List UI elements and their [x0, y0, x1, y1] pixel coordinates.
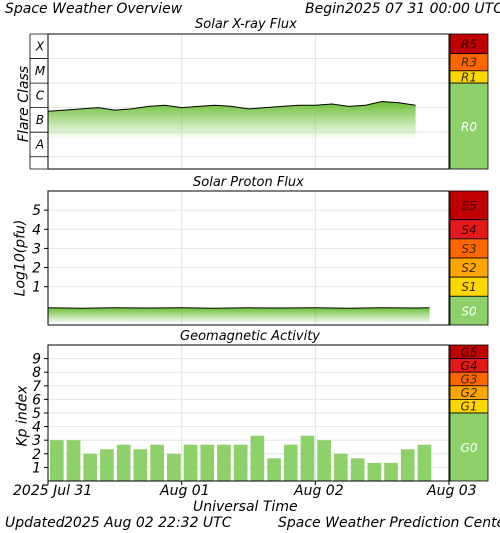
kp-bar	[183, 444, 198, 481]
proton-ytick-1: 1	[32, 280, 41, 296]
kp-bar	[100, 449, 114, 481]
flare-class-x: X	[35, 39, 45, 53]
proton-ytick-3: 3	[32, 241, 41, 257]
kp-ytick-1: 1	[32, 460, 41, 476]
kp-ytick-9: 9	[32, 352, 41, 368]
flare-class-a: A	[35, 137, 44, 151]
kp-bar	[300, 435, 315, 481]
level-label-g1: G1	[461, 400, 478, 414]
kp-bar	[367, 462, 382, 481]
kp-bar	[400, 449, 415, 481]
kp-ytick-6: 6	[32, 392, 41, 408]
begin-date: 2025 07 31 00:00 UTC	[345, 1, 500, 17]
flare-class-m: M	[35, 64, 46, 78]
geomag-title: Geomagnetic Activity	[180, 329, 320, 344]
kp-ytick-8: 8	[32, 365, 41, 381]
kp-bar	[66, 440, 81, 481]
page-title: Space Weather Overview	[5, 1, 183, 17]
proton-area	[48, 307, 430, 323]
kp-ytick-2: 2	[32, 447, 41, 463]
level-label-r5: R5	[461, 37, 477, 51]
level-label-r1: R1	[461, 70, 477, 84]
flare-class-b: B	[36, 113, 44, 127]
proton-title: Solar Proton Flux	[193, 175, 304, 190]
x-tick-aug01: Aug 01	[160, 483, 210, 499]
level-band-s5	[449, 190, 489, 221]
kp-bar	[200, 444, 215, 481]
level-label-g2: G2	[461, 386, 478, 400]
kp-bar	[417, 444, 432, 481]
kp-bar	[83, 453, 98, 481]
kp-bar	[334, 453, 348, 481]
panel-frame-0	[47, 33, 450, 170]
level-label-g5: G5	[461, 345, 478, 359]
level-label-s2: S2	[461, 261, 476, 275]
kp-bar	[317, 440, 331, 481]
level-label-s1: S1	[461, 280, 476, 294]
x-axis-label: Universal Time	[193, 499, 298, 515]
kp-bar	[283, 444, 298, 481]
level-label-g3: G3	[461, 373, 478, 387]
level-label-s0: S0	[461, 305, 477, 319]
kp-bar	[267, 458, 281, 481]
kp-ytick-5: 5	[32, 406, 41, 422]
kp-ytick-7: 7	[32, 379, 41, 395]
level-label-r0: R0	[461, 120, 477, 134]
kp-bar	[250, 435, 265, 481]
flare-class-c: C	[36, 88, 45, 102]
kp-ytick-3: 3	[32, 433, 41, 449]
proton-ytick-2: 2	[32, 261, 41, 277]
x-tick-jul31: 2025 Jul 31	[13, 483, 93, 499]
kp-bar	[217, 444, 231, 481]
updated-date: 2025 Aug 02 22:32 UTC	[64, 515, 232, 531]
level-label-s4: S4	[461, 223, 476, 237]
kp-bar	[150, 444, 164, 481]
kp-bar	[384, 462, 398, 481]
level-label-r3: R3	[461, 56, 477, 70]
proton-ytick-4: 4	[32, 222, 41, 238]
kp-bar	[116, 444, 131, 481]
kp-bar	[133, 449, 148, 481]
panel-frame-1	[47, 190, 450, 326]
level-band-g0	[449, 412, 489, 482]
source-credit: Space Weather Prediction Center	[278, 515, 500, 531]
x-tick-aug02: Aug 02	[294, 483, 344, 499]
kp-bar	[167, 453, 181, 481]
level-band-s0	[449, 295, 489, 326]
level-label-s5: S5	[461, 199, 476, 213]
xray-area	[48, 101, 416, 140]
kp-ytick-4: 4	[32, 420, 41, 436]
x-tick-aug03: Aug 03	[427, 483, 477, 499]
proton-ytick-5: 5	[32, 203, 41, 219]
kp-bar	[233, 444, 248, 481]
kp-bar	[50, 440, 64, 481]
level-label-s3: S3	[461, 242, 476, 256]
level-label-g4: G4	[461, 359, 478, 373]
xray-trace	[47, 100, 416, 112]
level-label-g0: G0	[461, 441, 478, 455]
kp-bar	[350, 458, 365, 481]
level-band-r0	[449, 82, 489, 170]
begin-label: Begin	[305, 1, 345, 17]
updated-label: Updated	[5, 515, 65, 531]
xray-title: Solar X-ray Flux	[195, 17, 297, 32]
